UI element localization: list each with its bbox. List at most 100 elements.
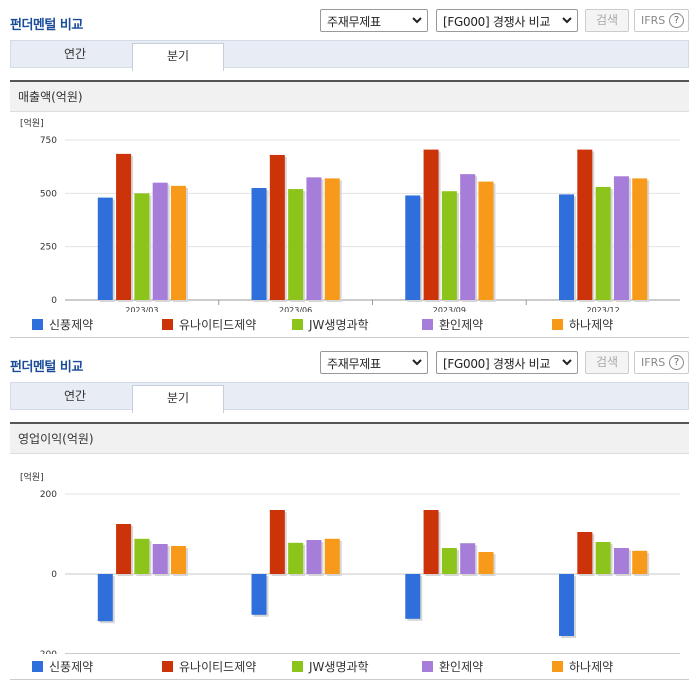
bar	[251, 188, 267, 300]
fundamental-block-sales: 펀더멘털 비교 주재무제표 [FG000] 경쟁사 비교 검색 IFRS ? 연…	[0, 0, 696, 338]
chart-panel: 영업이익(억원) [억원]-20002002023/032023/062023/…	[10, 422, 689, 680]
legend-item[interactable]: JW생명과학	[292, 658, 369, 675]
bar	[170, 546, 186, 574]
chart-title: 매출액(억원)	[10, 82, 689, 112]
bar	[478, 552, 494, 574]
block-header: 펀더멘털 비교 주재무제표 [FG000] 경쟁사 비교 검색 IFRS ?	[0, 342, 696, 382]
legend-swatch	[162, 661, 173, 672]
chevron-down-icon	[562, 17, 572, 24]
legend-item[interactable]: 하나제약	[552, 658, 613, 675]
y-tick-label: 0	[51, 296, 57, 306]
bar	[595, 186, 611, 300]
peer-select[interactable]: [FG000] 경쟁사 비교	[436, 9, 578, 32]
statement-select-value: 주재무제표	[327, 15, 381, 29]
bar	[441, 191, 457, 300]
help-icon[interactable]: ?	[669, 13, 684, 28]
peer-select[interactable]: [FG000] 경쟁사 비교	[436, 351, 578, 374]
legend-item[interactable]: 환인제약	[422, 658, 483, 675]
sales-bar-chart: [억원] 0 250 500 750 2023/03 2023/06 2023/09 2023/…	[20, 117, 680, 312]
bar	[269, 154, 285, 300]
y-tick-label: 250	[40, 243, 57, 253]
bar	[288, 189, 304, 300]
statement-select[interactable]: 주재무제표	[320, 351, 428, 374]
chart-panel: 매출액(억원) [억원] 0 250 500 750 2023/03 2023/06 2023…	[10, 80, 689, 338]
legend-item[interactable]: 유나이티드제약	[162, 658, 256, 675]
ifrs-label: IFRS	[641, 14, 666, 27]
block-header: 펀더멘털 비교 주재무제표 [FG000] 경쟁사 비교 검색 IFRS ?	[0, 0, 696, 40]
legend-label: 환인제약	[439, 660, 484, 674]
bar	[306, 177, 322, 300]
search-button[interactable]: 검색	[585, 9, 629, 32]
tab-quarterly[interactable]: 분기	[132, 385, 224, 413]
legend-item[interactable]: 유나이티드제약	[162, 316, 256, 333]
bar	[441, 548, 457, 574]
legend-label: 유나이티드제약	[179, 660, 257, 674]
y-unit-label: [억원]	[20, 471, 44, 483]
bar	[152, 182, 168, 300]
period-tabs: 연간 분기	[10, 382, 689, 413]
y-tick-label: 750	[40, 136, 57, 146]
tab-quarterly[interactable]: 분기	[132, 43, 224, 71]
legend-swatch	[32, 319, 43, 330]
bar	[423, 510, 439, 574]
chevron-down-icon	[412, 359, 422, 366]
tab-annual[interactable]: 연간	[63, 47, 87, 61]
legend-swatch	[292, 319, 303, 330]
chart-title: 영업이익(억원)	[10, 424, 689, 454]
chevron-down-icon	[412, 17, 422, 24]
ifrs-button[interactable]: IFRS ?	[634, 351, 689, 374]
legend-swatch	[552, 661, 563, 672]
x-tick-label: 2023/09	[433, 306, 466, 312]
bar	[152, 544, 168, 574]
legend-label: 신풍제약	[49, 318, 94, 332]
legend-label: 유나이티드제약	[179, 318, 257, 332]
bar	[478, 181, 494, 300]
legend-swatch	[552, 319, 563, 330]
bar	[405, 574, 421, 619]
bar	[423, 149, 439, 300]
bar	[577, 149, 593, 300]
tab-annual[interactable]: 연간	[63, 389, 87, 403]
legend-label: 하나제약	[569, 318, 614, 332]
peer-select-value: [FG000] 경쟁사 비교	[443, 15, 551, 29]
legend-swatch	[32, 661, 43, 672]
bar	[613, 548, 629, 574]
legend-item[interactable]: 하나제약	[552, 316, 613, 333]
help-icon[interactable]: ?	[669, 355, 684, 370]
bar	[288, 542, 304, 574]
chevron-down-icon	[562, 359, 572, 366]
x-tick-label: 2023/03	[125, 306, 158, 312]
bar	[170, 185, 186, 300]
bar	[324, 178, 340, 300]
bar	[97, 574, 113, 622]
block-title: 펀더멘털 비교	[10, 360, 83, 375]
bar	[613, 176, 629, 300]
bar	[632, 178, 648, 300]
bar	[269, 510, 285, 574]
statement-select[interactable]: 주재무제표	[320, 9, 428, 32]
legend-swatch	[422, 661, 433, 672]
bar	[405, 195, 421, 300]
y-unit-label: [억원]	[20, 117, 44, 129]
ifrs-button[interactable]: IFRS ?	[634, 9, 689, 32]
bar	[577, 532, 593, 574]
peer-select-value: [FG000] 경쟁사 비교	[443, 357, 551, 371]
x-tick-label: 2023/06	[279, 306, 312, 312]
fundamental-block-operating-profit: 펀더멘털 비교 주재무제표 [FG000] 경쟁사 비교 검색 IFRS ? 연…	[0, 342, 696, 684]
legend-item[interactable]: JW생명과학	[292, 316, 369, 333]
search-button[interactable]: 검색	[585, 351, 629, 374]
x-tick-label: 2023/12	[587, 306, 620, 312]
y-tick-label: 0	[51, 570, 57, 580]
bar	[116, 524, 132, 574]
legend-label: JW생명과학	[309, 660, 369, 674]
legend-item[interactable]: 환인제약	[422, 316, 483, 333]
legend-item[interactable]: 신풍제약	[32, 658, 93, 675]
legend-item[interactable]: 신풍제약	[32, 316, 93, 333]
bar	[306, 540, 322, 574]
legend-swatch	[162, 319, 173, 330]
legend-label: 환인제약	[439, 318, 484, 332]
bar	[324, 538, 340, 574]
y-tick-label: 500	[40, 189, 57, 199]
bar	[460, 174, 476, 300]
